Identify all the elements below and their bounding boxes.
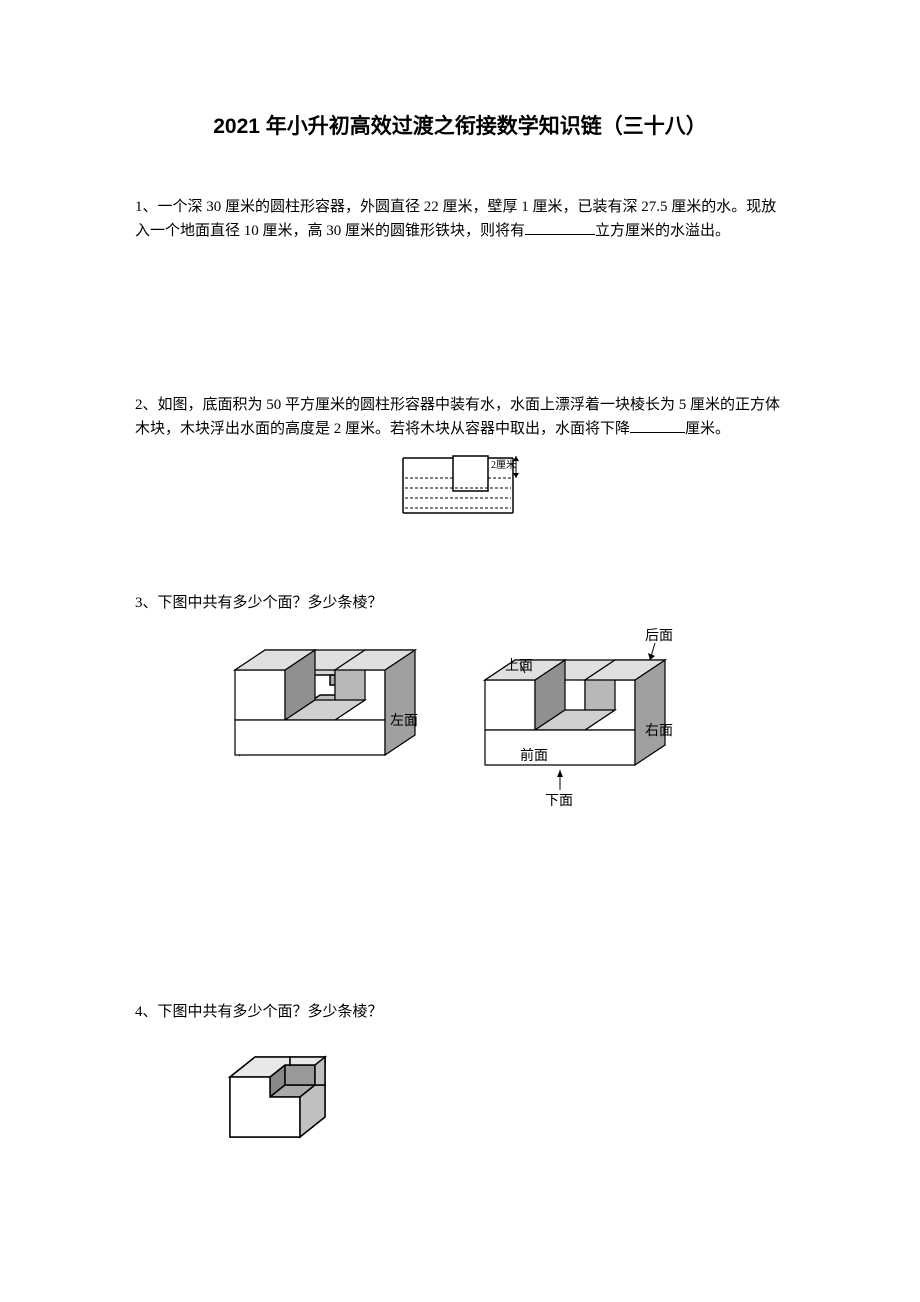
label-bottom: 下面	[545, 794, 573, 809]
problem-4-text: 下图中共有多少个面？多少条棱？	[158, 1004, 383, 1020]
problem-2-number: 2、	[135, 397, 158, 413]
problem-4-figure	[215, 1042, 785, 1160]
problem-1-blank	[525, 220, 595, 235]
label-left: 左面	[390, 713, 418, 729]
figure-2-label: 2厘米	[491, 458, 516, 471]
document-title: 2021 年小升初高效过渡之衔接数学知识链（三十八）	[135, 110, 785, 140]
problem-2-figure: 2厘米	[135, 453, 785, 531]
problem-4-number: 4、	[135, 1004, 158, 1020]
label-right: 右面	[645, 723, 673, 739]
label-front: 前面	[520, 747, 548, 764]
label-top: 上面	[505, 658, 533, 674]
problem-1-number: 1、	[135, 199, 158, 215]
problem-3: 3、下图中共有多少个面？多少条棱？	[135, 591, 785, 825]
problem-3-figure: 左面 上面 后面 前面	[135, 625, 785, 825]
problem-3-number: 3、	[135, 595, 158, 611]
problem-2: 2、如图，底面积为 50 平方厘米的圆柱形容器中装有水，水面上漂浮着一块棱长为 …	[135, 393, 785, 531]
problem-4: 4、下图中共有多少个面？多少条棱？	[135, 1000, 785, 1160]
problem-3-text: 下图中共有多少个面？多少条棱？	[158, 595, 383, 611]
problem-2-text-after: 厘米。	[685, 421, 730, 437]
problem-1: 1、一个深 30 厘米的圆柱形容器，外圆直径 22 厘米，壁厚 1 厘米，已装有…	[135, 195, 785, 243]
label-back: 后面	[645, 628, 673, 644]
problem-2-blank	[630, 418, 685, 433]
problem-1-text-after: 立方厘米的水溢出。	[595, 223, 730, 239]
